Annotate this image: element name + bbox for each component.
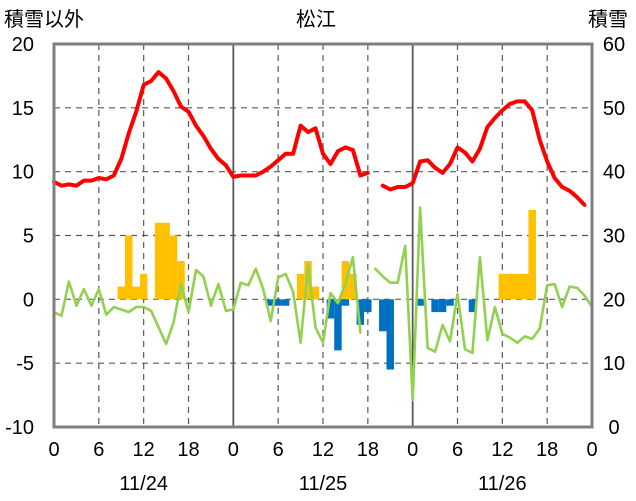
right-tick-label: 30 (603, 226, 625, 248)
x-tick-label: 6 (273, 439, 284, 461)
x-tick-label: 6 (93, 439, 104, 461)
bar-positive (117, 286, 125, 300)
bar-positive (304, 261, 312, 300)
left-tick-label: 5 (23, 226, 34, 248)
bar-negative (379, 299, 387, 332)
right-tick-label: 10 (603, 353, 625, 375)
right-tick-label: 20 (603, 289, 625, 311)
bar-negative (281, 299, 290, 306)
bar-positive (513, 273, 522, 300)
bar-positive (521, 273, 529, 300)
bar-positive (506, 273, 514, 300)
left-axis-title: 積雪以外 (4, 9, 84, 31)
bar-negative (334, 299, 342, 351)
x-tick-label: 0 (228, 439, 239, 461)
right-axis-title: 積雪 (588, 9, 628, 31)
bar-positive (132, 286, 140, 300)
date-label: 11/25 (299, 473, 348, 495)
plot-frame (52, 42, 594, 429)
bar-negative (341, 299, 350, 306)
bar-negative (274, 299, 282, 306)
x-tick-label: 12 (133, 439, 155, 461)
left-tick-label: 0 (23, 289, 34, 311)
right-tick-label: 0 (608, 417, 619, 439)
line-layer (52, 70, 594, 402)
chart-title: 松江 (296, 9, 336, 31)
left-tick-label: -10 (5, 417, 34, 439)
bar-negative (266, 299, 275, 306)
left-tick-label: -5 (16, 353, 34, 375)
bar-positive (498, 273, 507, 300)
bar-negative (356, 299, 365, 325)
bar-positive (311, 286, 320, 300)
date-label: 11/26 (478, 473, 527, 495)
x-tick-label: 0 (586, 439, 597, 461)
right-tick-label: 60 (603, 34, 625, 56)
bar-negative (416, 299, 424, 306)
series-line (52, 70, 587, 207)
left-tick-label: 15 (12, 98, 34, 120)
bar-positive (169, 235, 178, 300)
x-tick-label: 18 (536, 439, 558, 461)
bar-negative (364, 299, 372, 313)
bar-positive (349, 273, 357, 300)
series-line (52, 206, 594, 402)
bar-negative (468, 299, 477, 313)
bar-negative (326, 299, 335, 319)
bar-positive (177, 261, 185, 300)
bar-negative (446, 299, 454, 306)
bar-negative (431, 299, 439, 313)
left-tick-label: 10 (12, 162, 34, 184)
x-tick-label: 18 (357, 439, 379, 461)
bar-positive (124, 235, 133, 300)
x-tick-label: 6 (452, 439, 463, 461)
date-label: 11/24 (119, 473, 168, 495)
bar-negative (386, 299, 394, 370)
right-tick-label: 50 (603, 98, 625, 120)
x-tick-label: 18 (177, 439, 199, 461)
x-tick-label: 12 (312, 439, 334, 461)
bar-positive (296, 273, 305, 300)
bar-positive (139, 273, 148, 300)
right-tick-label: 40 (603, 162, 625, 184)
bar-positive (154, 222, 163, 300)
grid-layer (54, 44, 592, 427)
x-tick-label: 12 (491, 439, 513, 461)
x-tick-label: 0 (407, 439, 418, 461)
bar-positive (528, 209, 536, 300)
left-tick-label: 20 (12, 34, 34, 56)
x-tick-label: 0 (48, 439, 59, 461)
bar-positive (162, 222, 170, 300)
bar-negative (438, 299, 447, 313)
